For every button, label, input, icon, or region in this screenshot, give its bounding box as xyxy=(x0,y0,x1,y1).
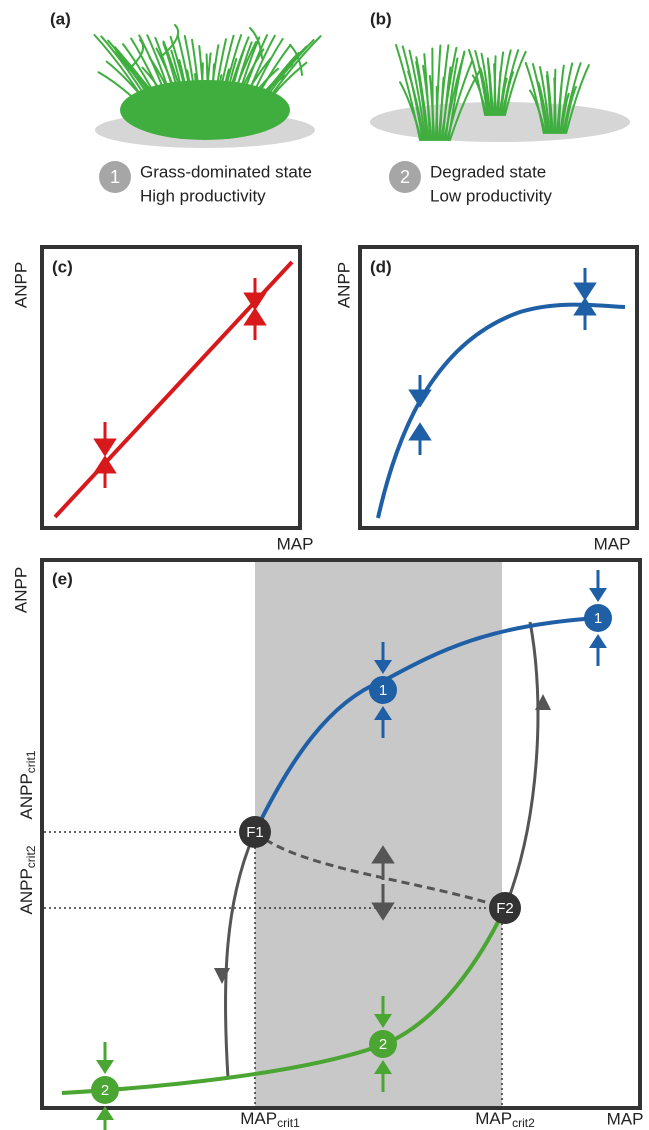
state-productivity: Low productivity xyxy=(430,186,552,205)
arrows xyxy=(411,268,594,455)
node-label: 1 xyxy=(594,610,602,627)
y-threshold-label: ANPPcrit2 xyxy=(17,845,38,914)
y-axis-label: ANPP xyxy=(334,262,353,308)
text: MAP xyxy=(475,1109,512,1128)
subscript: crit2 xyxy=(24,845,38,868)
x-axis-label: MAP xyxy=(594,534,631,553)
curve xyxy=(378,305,625,518)
x-axis-label: MAP xyxy=(277,534,314,553)
subscript: crit1 xyxy=(24,750,38,773)
node-label: 2 xyxy=(379,1036,387,1053)
text: ANPP xyxy=(17,868,36,914)
y-axis-label: ANPP xyxy=(11,567,30,613)
panel-frame xyxy=(42,247,300,528)
panel-label: (b) xyxy=(370,9,392,28)
figure: (a) 1 Grass-dominated state High product… xyxy=(0,0,649,1130)
arrowhead xyxy=(589,588,607,602)
node-label: F1 xyxy=(246,824,264,841)
panel-label: (a) xyxy=(50,9,71,28)
transition-arrow xyxy=(505,622,538,908)
x-threshold-label: MAPcrit1 xyxy=(240,1109,300,1130)
panel-label: (d) xyxy=(370,257,392,276)
panel-label: (e) xyxy=(52,569,73,588)
state-number: 2 xyxy=(400,167,410,187)
arrowhead xyxy=(589,634,607,648)
text: MAP xyxy=(240,1109,277,1128)
node-label: F2 xyxy=(496,900,514,917)
node-label: 2 xyxy=(101,1082,109,1099)
state-name: Degraded state xyxy=(430,162,546,181)
y-threshold-label: ANPPcrit1 xyxy=(17,750,38,819)
node-label: 1 xyxy=(379,682,387,699)
y-axis-label: ANPP xyxy=(11,262,30,308)
subscript: crit2 xyxy=(512,1116,535,1130)
transition-arrow xyxy=(225,832,255,1078)
state-name: Grass-dominated state xyxy=(140,162,312,181)
x-axis-label: MAP xyxy=(607,1109,644,1128)
arrowhead xyxy=(214,968,230,984)
subscript: crit1 xyxy=(277,1116,300,1130)
panel-label: (c) xyxy=(52,257,73,276)
state-productivity: High productivity xyxy=(140,186,266,205)
state-number: 1 xyxy=(110,167,120,187)
arrowhead xyxy=(96,1060,114,1074)
x-threshold-label: MAPcrit2 xyxy=(475,1109,535,1130)
text: ANPP xyxy=(17,773,36,819)
panel-frame xyxy=(360,247,637,528)
